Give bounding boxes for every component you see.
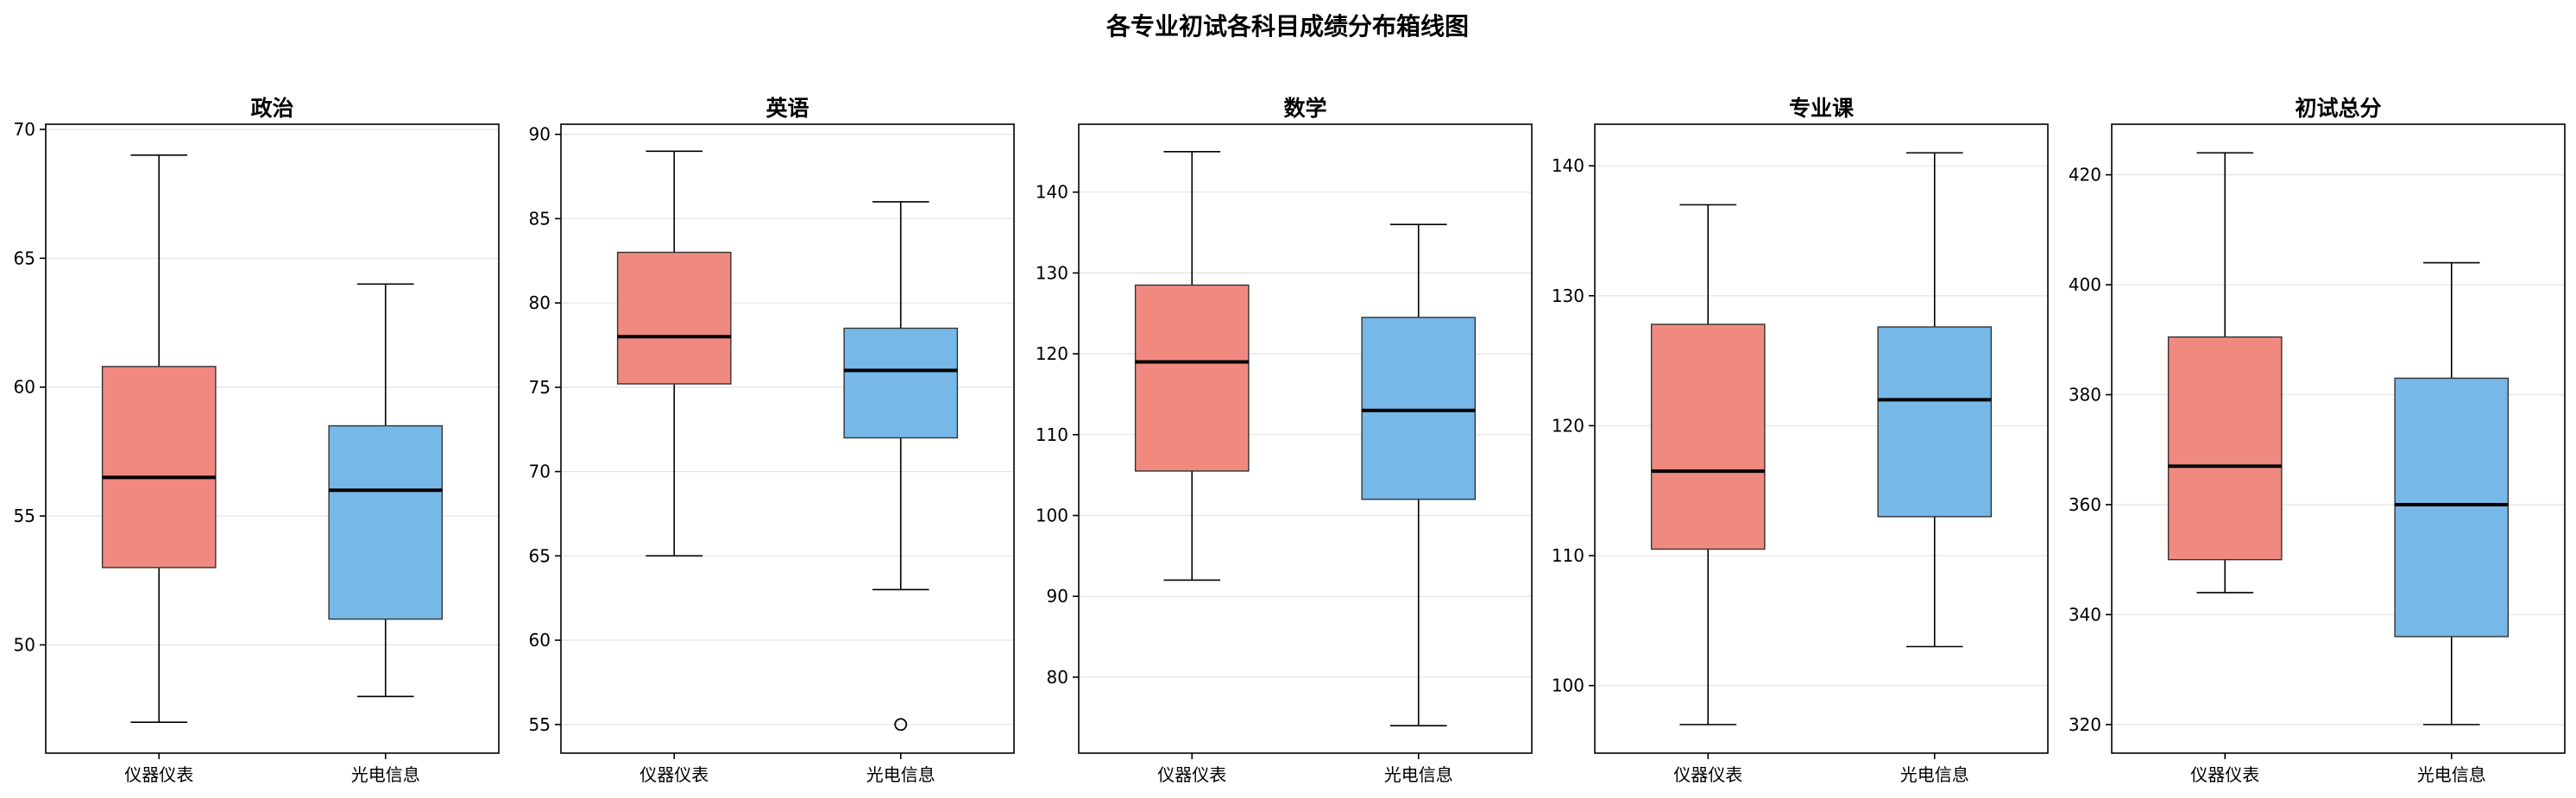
axes-frame — [560, 123, 1015, 754]
y-tick-label: 100 — [1552, 675, 1584, 696]
y-tick-label: 120 — [1552, 415, 1584, 436]
y-tick-label: 110 — [1552, 545, 1584, 566]
figure-title: 各专业初试各科目成绩分布箱线图 — [1105, 12, 1469, 41]
y-tick-label: 420 — [2069, 165, 2101, 185]
y-tick-label: 50 — [14, 635, 35, 656]
iqr-box — [328, 424, 444, 620]
iqr-box — [2167, 336, 2283, 561]
y-tick-label: 130 — [1552, 286, 1584, 306]
box-光电信息 — [1877, 152, 1993, 648]
x-tick-label: 光电信息 — [1900, 764, 1969, 785]
y-tick-label: 75 — [529, 377, 551, 398]
y-tick-label: 140 — [1552, 155, 1584, 176]
y-tick-label: 140 — [1036, 182, 1068, 203]
x-tick-label: 光电信息 — [2417, 764, 2486, 785]
y-tick-label: 90 — [529, 124, 551, 145]
box-光电信息 — [843, 201, 959, 732]
y-tick-label: 100 — [1036, 506, 1068, 526]
y-tick-label: 80 — [1047, 667, 1068, 688]
y-tick-label: 90 — [1047, 586, 1068, 606]
axes-frame — [2111, 123, 2566, 754]
x-tick-label: 光电信息 — [1384, 764, 1453, 785]
panel-title: 专业课 — [1789, 96, 1855, 121]
y-tick-label: 70 — [14, 119, 35, 140]
y-tick-label: 380 — [2069, 385, 2101, 405]
box-仪器仪表 — [1650, 204, 1766, 726]
box-仪器仪表 — [2167, 152, 2283, 594]
y-tick-label: 110 — [1036, 424, 1068, 445]
y-tick-label: 320 — [2069, 714, 2101, 735]
y-tick-label: 80 — [529, 292, 551, 313]
x-tick-label: 仪器仪表 — [2190, 764, 2259, 785]
iqr-box — [2394, 377, 2510, 638]
y-tick-label: 55 — [529, 714, 551, 735]
box-光电信息 — [2394, 261, 2510, 726]
x-tick-label: 仪器仪表 — [1157, 764, 1226, 785]
x-tick-label: 光电信息 — [351, 764, 420, 785]
y-tick-label: 130 — [1036, 262, 1068, 283]
outlier-point — [894, 718, 908, 732]
x-tick-label: 仪器仪表 — [639, 764, 709, 785]
box-光电信息 — [1361, 223, 1477, 726]
y-tick-label: 65 — [529, 545, 551, 566]
x-tick-label: 仪器仪表 — [124, 764, 193, 785]
iqr-box — [843, 327, 959, 439]
panel-title: 数学 — [1283, 96, 1326, 121]
axes-frame — [1594, 123, 2049, 754]
y-tick-label: 70 — [529, 462, 551, 482]
axes-frame — [1078, 123, 1533, 754]
iqr-box — [1361, 317, 1477, 500]
y-tick-label: 340 — [2069, 604, 2101, 625]
axes-frame — [45, 123, 500, 754]
panel-title: 英语 — [765, 96, 809, 121]
y-tick-label: 360 — [2069, 494, 2101, 515]
y-tick-label: 65 — [14, 248, 35, 268]
y-tick-label: 55 — [14, 506, 35, 526]
panel-title: 初试总分 — [2295, 96, 2381, 121]
y-tick-label: 120 — [1036, 343, 1068, 364]
box-仪器仪表 — [101, 154, 217, 723]
x-tick-label: 仪器仪表 — [1673, 764, 1742, 785]
iqr-box — [101, 366, 217, 569]
iqr-box — [1650, 324, 1766, 550]
panel-title: 政治 — [250, 96, 293, 121]
x-tick-label: 光电信息 — [866, 764, 935, 785]
iqr-box — [616, 251, 732, 385]
box-光电信息 — [328, 283, 444, 698]
y-tick-label: 60 — [529, 630, 551, 650]
iqr-box — [1877, 326, 1993, 518]
box-仪器仪表 — [1134, 151, 1250, 581]
y-tick-label: 400 — [2069, 274, 2101, 295]
y-tick-label: 85 — [529, 208, 551, 229]
iqr-box — [1134, 284, 1250, 472]
y-tick-label: 60 — [14, 377, 35, 398]
box-仪器仪表 — [616, 150, 732, 557]
